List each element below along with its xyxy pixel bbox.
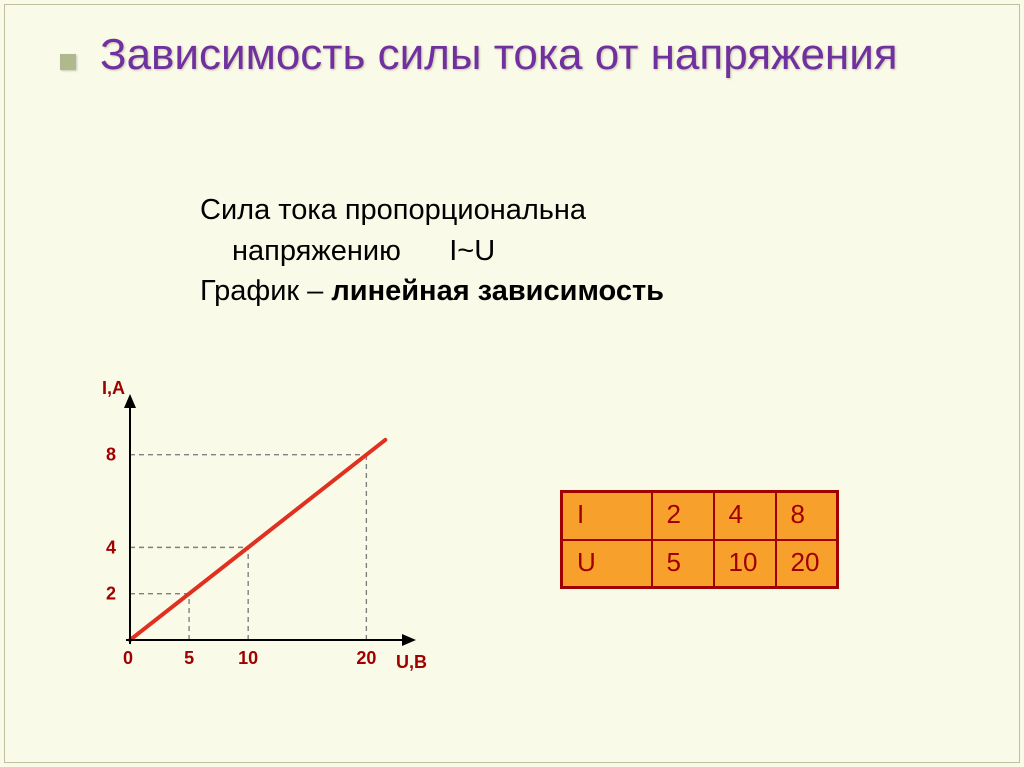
body-line1a: Сила тока пропорциональна: [200, 194, 586, 226]
table-cell: 10: [714, 540, 776, 588]
table-cell: 20: [776, 540, 838, 588]
table-cell: 2: [652, 492, 714, 540]
table-cell: 4: [714, 492, 776, 540]
svg-text:20: 20: [356, 648, 376, 668]
body-line2b: линейная зависимость: [331, 275, 664, 307]
table-cell: U: [562, 540, 652, 588]
table-cell: 5: [652, 540, 714, 588]
svg-text:2: 2: [106, 584, 116, 604]
svg-text:4: 4: [106, 537, 116, 557]
svg-text:I,A: I,A: [102, 378, 125, 398]
table-row: I248: [562, 492, 838, 540]
svg-text:5: 5: [184, 648, 194, 668]
table-row: U51020: [562, 540, 838, 588]
table-cell: 8: [776, 492, 838, 540]
title-bullet: [60, 54, 76, 70]
svg-text:8: 8: [106, 445, 116, 465]
slide-title: Зависимость силы тока от напряжения: [100, 30, 898, 81]
body-text: Сила тока пропорциональна напряжению I~U…: [200, 190, 664, 312]
data-table-wrap: I248U51020: [560, 490, 839, 589]
body-formula: I~U: [449, 235, 495, 267]
svg-text:10: 10: [238, 648, 258, 668]
table-cell: I: [562, 492, 652, 540]
data-table: I248U51020: [560, 490, 839, 589]
body-line2a: График –: [200, 275, 331, 307]
body-line1b: напряжению: [232, 235, 401, 267]
line-chart: I,A U,В 0 2 4 8 5 10 20: [70, 370, 430, 700]
svg-text:0: 0: [123, 648, 133, 668]
svg-text:U,В: U,В: [396, 652, 427, 672]
